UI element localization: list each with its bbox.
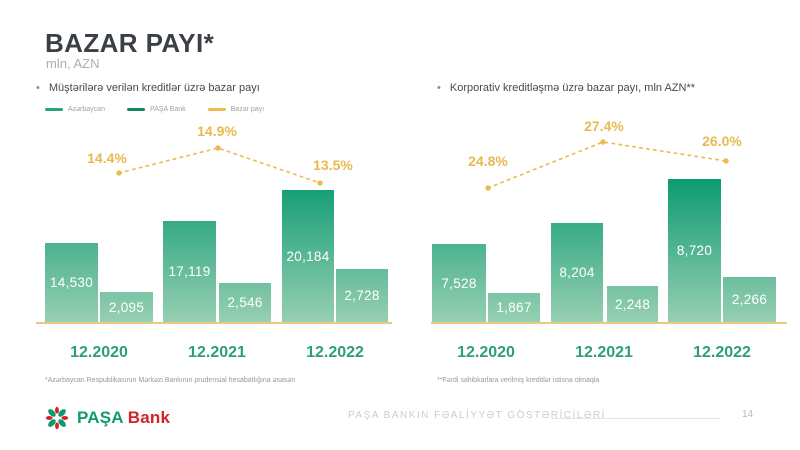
legend-swatch-bazar-payi-icon (207, 108, 226, 111)
pct-label-left-2021: 14.9% (197, 123, 237, 139)
pasa-bank-logo: PAŞA Bank (44, 405, 170, 431)
logo-text-bank: Bank (127, 408, 171, 427)
x-axis-left (36, 322, 392, 324)
x-axis-right (431, 322, 787, 324)
category-label-right-2021: 12.2021 (575, 344, 633, 361)
legend-label-azerbaycan: Azərbaycan (68, 106, 105, 113)
bar-right-azerbaycan-2021: 8,204 (551, 223, 603, 322)
bar-value: 7,528 (441, 275, 477, 291)
legend-label-pasa-bank: PAŞA Bank (149, 106, 186, 113)
bar-right-pasa-2020: 1,867 (488, 293, 540, 322)
bar-right-azerbaycan-2022: 8,720 (668, 179, 721, 322)
bar-value: 1,867 (496, 300, 532, 315)
legend: Azərbaycan PAŞA Bank Bazar payı (45, 106, 286, 113)
footnote-right: **Fərdi sahibkarlara verilmiş kreditlər … (437, 377, 600, 384)
legend-swatch-azerbaycan-icon (45, 108, 63, 111)
pct-label-left-2022: 13.5% (313, 157, 353, 173)
footer-caption: PAŞA BANKIN FƏALİYYƏT GÖSTƏRİCİLƏRİ (348, 410, 606, 421)
bullet-icon: • (437, 82, 441, 94)
bar-left-pasa-2021: 2,546 (219, 283, 271, 322)
chart-header-left: • Müştərilərə verilən kreditlər üzrə baz… (36, 82, 406, 95)
legend-item-pasa-bank: PAŞA Bank (126, 106, 208, 113)
pct-label-left-2020: 14.4% (87, 150, 127, 166)
page-subtitle: mln, AZN (46, 56, 100, 71)
legend-label-bazar-payi: Bazar payı (230, 106, 265, 113)
bar-value: 17,119 (168, 264, 211, 279)
pct-label-right-2021: 27.4% (584, 118, 624, 134)
pct-label-right-2022: 26.0% (702, 133, 742, 149)
bar-value: 14,530 (49, 275, 94, 290)
category-label-left-2020: 12.2020 (70, 344, 128, 361)
bar-value: 20,184 (286, 248, 330, 264)
bar-value: 8,720 (676, 243, 713, 258)
category-label-left-2021: 12.2021 (188, 344, 246, 361)
bar-right-azerbaycan-2020: 7,528 (432, 244, 486, 322)
bar-right-pasa-2021: 2,248 (607, 286, 658, 322)
page-title: BAZAR PAYI* (45, 28, 215, 58)
chart-title-left: Müştərilərə verilən kreditlər üzrə bazar… (48, 82, 260, 94)
bar-right-pasa-2022: 2,266 (723, 277, 776, 322)
legend-swatch-pasa-bank-icon (126, 108, 145, 111)
category-label-left-2022: 12.2022 (306, 344, 364, 361)
legend-item-azerbaycan: Azərbaycan (45, 106, 127, 113)
pct-label-right-2020: 24.8% (468, 153, 508, 169)
bar-value: 2,546 (227, 295, 263, 310)
page-number: 14 (742, 409, 754, 420)
category-label-right-2022: 12.2022 (693, 344, 751, 361)
bar-left-pasa-2020: 2,095 (100, 292, 153, 322)
bar-value: 2,266 (731, 292, 768, 307)
bar-value: 2,095 (108, 299, 145, 315)
logo-text-pasa: PAŞA (77, 408, 124, 427)
market-share-trendline-right (485, 139, 729, 191)
footnote-left: *Azərbaycan Respublikasının Mərkəzi Bank… (45, 377, 296, 384)
bar-value: 2,728 (344, 288, 380, 303)
footer-divider (552, 418, 720, 419)
pasa-bank-logo-icon (45, 406, 69, 430)
bullet-icon: • (36, 82, 40, 94)
chart-title-right: Korporativ kreditləşmə üzrə bazar payı, … (449, 82, 696, 94)
bar-value: 2,248 (614, 296, 651, 312)
legend-item-bazar-payi: Bazar payı (207, 106, 286, 113)
bar-left-azerbaycan-2020: 14,530 (45, 243, 98, 322)
bar-left-azerbaycan-2021: 17,119 (163, 221, 216, 322)
bar-value: 8,204 (559, 265, 595, 280)
category-label-right-2020: 12.2020 (457, 344, 515, 361)
chart-header-right: • Korporativ kreditləşmə üzrə bazar payı… (437, 82, 787, 95)
bar-left-azerbaycan-2022: 20,184 (282, 190, 334, 322)
market-share-trendline-left (116, 145, 323, 186)
bar-left-pasa-2022: 2,728 (336, 269, 388, 322)
